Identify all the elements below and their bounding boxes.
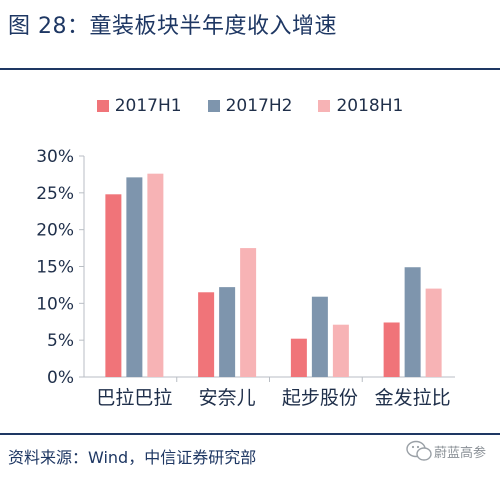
y-tick-label: 15% [36,258,74,278]
source-divider [0,433,500,435]
bar-2017h2-0 [126,177,143,377]
legend-swatch-2017h1 [96,100,109,112]
y-tick-label: 0% [47,368,74,388]
bar-2018h1-0 [147,173,164,377]
chart-title: 图 28：童装板块半年度收入增速 [8,14,337,39]
legend-label-2018h1: 2018H1 [336,96,404,116]
y-tick-label: 20% [36,221,74,241]
watermark-logo: 蔚蓝高参 [404,434,492,468]
bar-2017h1-0 [105,194,122,377]
watermark-text: 蔚蓝高参 [434,446,487,461]
bar-2017h1-3 [383,322,400,377]
bar-2017h2-3 [404,267,421,377]
bar-chart: 0% 5% 10% 15% 20% 25% 30% 巴拉巴拉 安奈儿 起步股份 金发拉比 [36,147,455,409]
bar-2018h1-3 [425,288,442,377]
legend-label-2017h1: 2017H1 [114,96,182,116]
legend-swatch-2018h1 [318,100,331,112]
y-tick-label: 25% [36,184,74,204]
bar-2017h1-2 [290,338,307,377]
y-tick-label: 30% [36,147,74,167]
bar-2017h2-2 [311,296,328,377]
legend-label-2017h2: 2017H2 [225,96,293,116]
bar-2018h1-2 [332,324,349,377]
bar-2017h1-1 [198,292,215,377]
bar-2017h2-1 [219,287,236,377]
chart-legend: 2017H1 2017H2 2018H1 [0,96,500,116]
x-tick-label: 安奈儿 [199,387,256,409]
title-divider [0,68,500,70]
wechat-icon [406,440,432,461]
bar-2018h1-1 [240,248,257,377]
x-tick-label: 起步股份 [282,387,358,409]
legend-item-2017h2: 2017H2 [207,96,293,116]
legend-item-2017h1: 2017H1 [96,96,182,116]
legend-swatch-2017h2 [207,100,220,112]
y-tick-label: 5% [47,331,74,351]
legend-item-2018h1: 2018H1 [318,96,403,116]
x-tick-label: 巴拉巴拉 [96,387,172,409]
source-note: 资料来源：Wind，中信证券研究部 [8,448,257,467]
x-tick-label: 金发拉比 [375,387,451,409]
y-tick-label: 10% [36,294,74,314]
